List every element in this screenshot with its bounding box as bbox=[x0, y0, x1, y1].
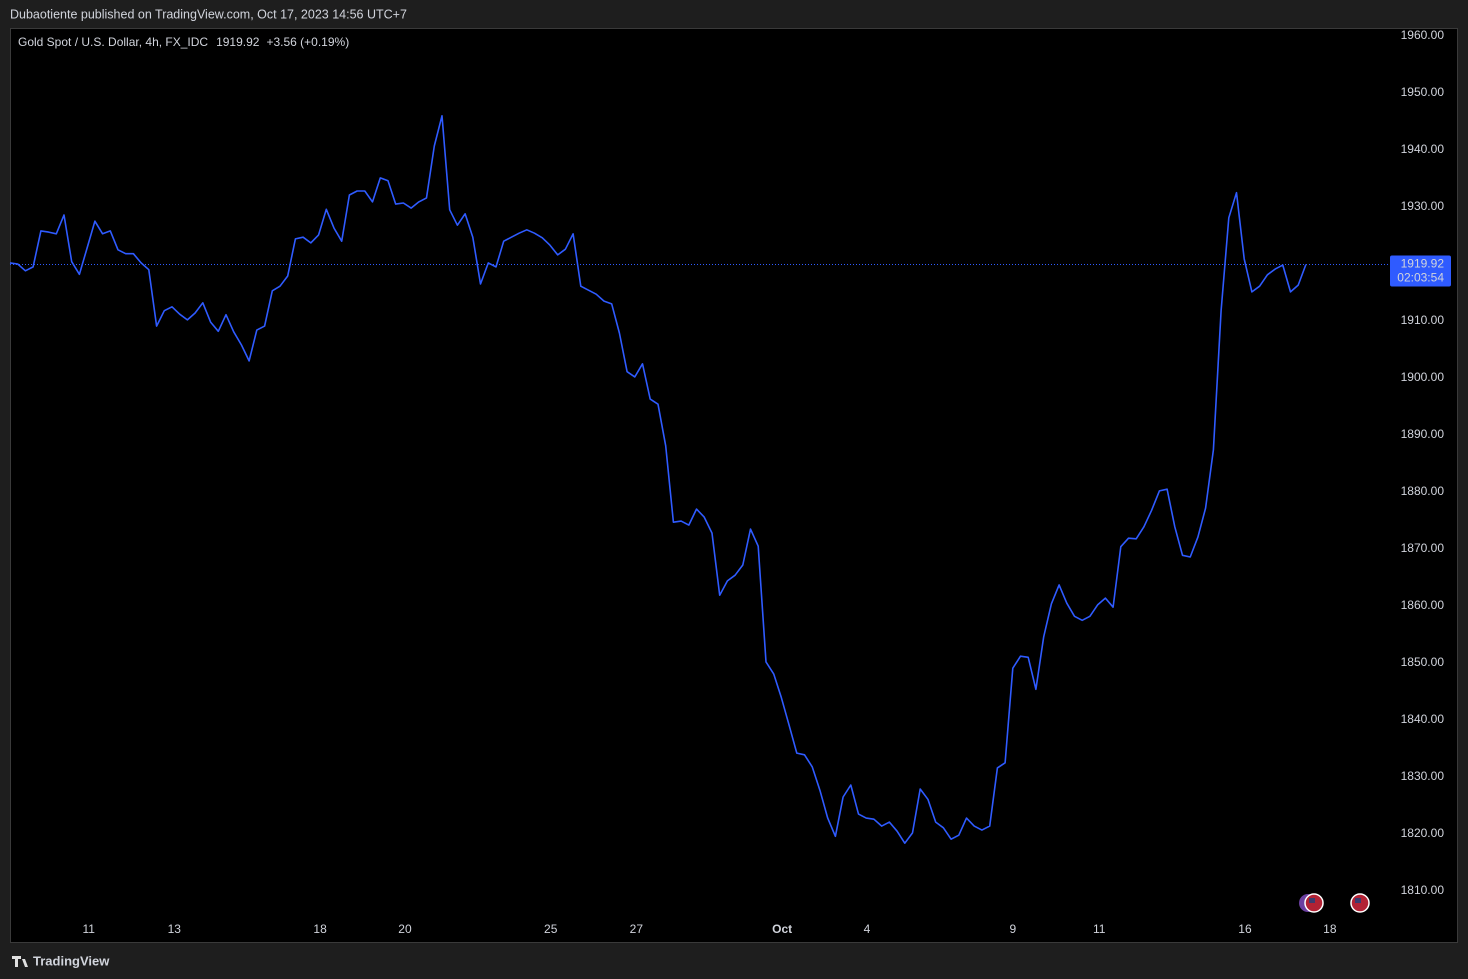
y-tick-label: 1960.00 bbox=[1401, 28, 1445, 42]
header-text: Dubaotiente published on TradingView.com… bbox=[10, 7, 407, 21]
x-tick-label: 18 bbox=[1323, 922, 1337, 936]
y-tick-label: 1860.00 bbox=[1401, 598, 1445, 612]
y-tick-label: 1830.00 bbox=[1401, 769, 1445, 783]
y-tick-label: 1840.00 bbox=[1401, 712, 1445, 726]
y-tick-label: 1870.00 bbox=[1401, 541, 1445, 555]
y-tick-label: 1890.00 bbox=[1401, 427, 1445, 441]
x-tick-label: 27 bbox=[630, 922, 644, 936]
y-tick-label: 1910.00 bbox=[1401, 313, 1445, 327]
last-price-badge bbox=[1390, 255, 1451, 287]
footer-logo bbox=[12, 956, 28, 967]
y-tick-label: 1950.00 bbox=[1401, 85, 1445, 99]
footer-brand: TradingView bbox=[33, 953, 110, 968]
x-tick-label: 18 bbox=[313, 922, 327, 936]
y-tick-label: 1930.00 bbox=[1401, 199, 1445, 213]
x-tick-label: 11 bbox=[1093, 922, 1106, 936]
price-line bbox=[9, 115, 1307, 844]
flag-canton bbox=[1355, 898, 1361, 903]
y-tick-label: 1900.00 bbox=[1401, 370, 1445, 384]
x-tick-label: 4 bbox=[864, 922, 871, 936]
symbol-title: Gold Spot / U.S. Dollar, 4h, FX_IDC bbox=[18, 35, 208, 49]
countdown-label: 02:03:54 bbox=[1397, 271, 1444, 285]
legend-change: +3.56 (+0.19%) bbox=[266, 35, 349, 49]
x-tick-label: 25 bbox=[544, 922, 558, 936]
y-tick-label: 1820.00 bbox=[1401, 826, 1445, 840]
y-tick-label: 1850.00 bbox=[1401, 655, 1445, 669]
x-tick-label: 9 bbox=[1009, 922, 1016, 936]
x-tick-label: Oct bbox=[772, 922, 792, 936]
logo-mark bbox=[12, 956, 28, 967]
x-tick-label: 13 bbox=[168, 922, 182, 936]
y-tick-label: 1940.00 bbox=[1401, 142, 1445, 156]
y-tick-label: 1880.00 bbox=[1401, 484, 1445, 498]
x-tick-label: 16 bbox=[1238, 922, 1252, 936]
chart-panel bbox=[10, 28, 1458, 943]
last-price-label: 1919.92 bbox=[1401, 257, 1445, 271]
flag-canton bbox=[1309, 898, 1315, 903]
legend-last-value: 1919.92 bbox=[216, 35, 260, 49]
x-tick-label: 20 bbox=[398, 922, 412, 936]
x-tick-label: 11 bbox=[82, 922, 95, 936]
y-tick-label: 1810.00 bbox=[1401, 883, 1445, 897]
flag-icons bbox=[1299, 893, 1370, 913]
